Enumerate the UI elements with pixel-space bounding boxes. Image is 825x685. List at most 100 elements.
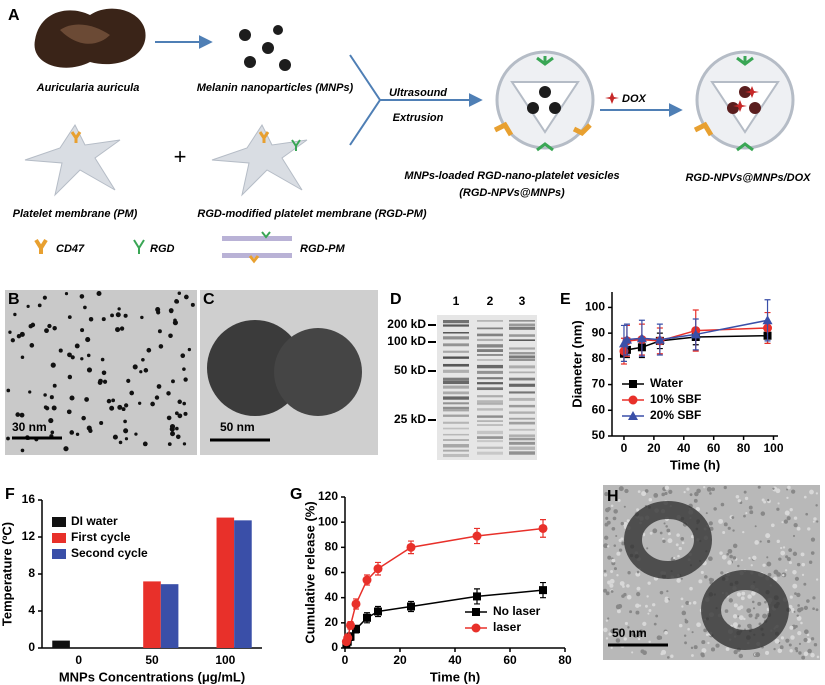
- legend-rgd-icon: [133, 239, 145, 254]
- particle: [26, 304, 30, 309]
- noise-dot: [752, 555, 757, 561]
- scale-bar-label: 50 nm: [220, 420, 255, 434]
- band: [443, 356, 469, 359]
- noise-dot: [726, 552, 730, 556]
- band: [443, 343, 469, 347]
- noise-dot: [737, 499, 741, 503]
- particle: [67, 374, 73, 380]
- noise-dot: [797, 631, 802, 636]
- noise-dot: [795, 649, 799, 653]
- noise-dot: [737, 564, 740, 568]
- band: [509, 359, 535, 361]
- y-axis-label: Temperature (ºC): [0, 522, 14, 626]
- noise-dot: [815, 504, 818, 507]
- particle: [58, 348, 63, 353]
- noise-dot: [705, 633, 709, 636]
- particle: [117, 307, 121, 311]
- particle: [67, 315, 72, 320]
- noise-dot: [605, 637, 609, 640]
- point: [346, 620, 355, 630]
- noise-dot: [606, 545, 610, 548]
- noise-dot: [722, 531, 726, 535]
- noise-dot: [701, 648, 707, 653]
- noise-dot: [779, 645, 784, 650]
- particle: [169, 423, 176, 430]
- particle: [100, 357, 105, 362]
- noise-dot: [678, 623, 683, 628]
- legend-swatch: [52, 517, 66, 527]
- particle: [182, 442, 187, 446]
- band: [477, 354, 503, 356]
- platelet-rgd-pm: [211, 123, 308, 197]
- noise-dot: [766, 556, 769, 559]
- particle: [49, 395, 54, 400]
- point: [472, 531, 482, 541]
- noise-dot: [776, 507, 780, 511]
- bar: [143, 581, 161, 648]
- noise-dot: [647, 581, 651, 585]
- noise-dot: [793, 516, 798, 520]
- legend-label: laser: [493, 620, 521, 634]
- noise-dot: [653, 493, 659, 498]
- noise-dot: [780, 636, 785, 640]
- noise-dot: [774, 638, 780, 644]
- noise-dot: [799, 607, 804, 611]
- noise-dot: [608, 632, 612, 636]
- particle: [182, 367, 186, 371]
- noise-dot: [698, 579, 703, 584]
- particle: [51, 405, 57, 411]
- y-tick-label: 100: [318, 514, 338, 528]
- band: [509, 383, 535, 387]
- particle: [63, 446, 69, 452]
- band: [443, 421, 469, 424]
- bracket-arrow: [349, 54, 480, 146]
- noise-dot: [626, 584, 630, 588]
- noise-dot: [690, 646, 694, 650]
- noise-dot: [792, 583, 798, 589]
- band: [509, 437, 535, 441]
- y-tick-label: 90: [592, 325, 606, 339]
- noise-dot: [670, 654, 674, 658]
- noise-dot: [705, 512, 708, 515]
- particle: [84, 397, 89, 402]
- panel-label: D: [390, 291, 402, 308]
- noise-dot: [798, 642, 802, 645]
- y-tick-label: 4: [28, 603, 35, 617]
- noise-dot: [681, 610, 687, 616]
- noise-dot: [668, 489, 673, 494]
- noise-dot: [733, 649, 738, 655]
- label: Ultrasound: [389, 87, 447, 99]
- noise-dot: [721, 554, 727, 560]
- particle: [183, 411, 188, 416]
- noise-dot: [610, 569, 614, 574]
- particle: [132, 364, 138, 370]
- noise-dot: [796, 615, 802, 621]
- particle: [106, 398, 112, 404]
- particle: [13, 312, 17, 317]
- band: [509, 355, 535, 359]
- dox-star: [605, 92, 619, 104]
- noise-dot: [640, 649, 645, 654]
- noise-dot: [728, 598, 734, 603]
- band: [509, 323, 535, 327]
- noise-dot: [815, 608, 819, 612]
- noise-dot: [708, 577, 713, 582]
- panel-label: H: [607, 488, 619, 505]
- noise-dot: [812, 607, 815, 611]
- band: [509, 334, 535, 337]
- noise-dot: [786, 488, 789, 491]
- legend-label: 20% SBF: [650, 408, 701, 422]
- noise-dot: [793, 610, 796, 613]
- noise-dot: [762, 563, 766, 567]
- noise-dot: [659, 590, 664, 595]
- noise-dot: [637, 637, 641, 641]
- noise-dot: [794, 592, 797, 595]
- band: [477, 364, 503, 369]
- noise-dot: [754, 540, 759, 545]
- x-tick-label: 100: [763, 441, 783, 455]
- noise-dot: [738, 653, 744, 659]
- band: [443, 427, 469, 430]
- band: [477, 408, 503, 411]
- gel-bands: [443, 320, 535, 458]
- y-tick-label: 80: [592, 351, 606, 365]
